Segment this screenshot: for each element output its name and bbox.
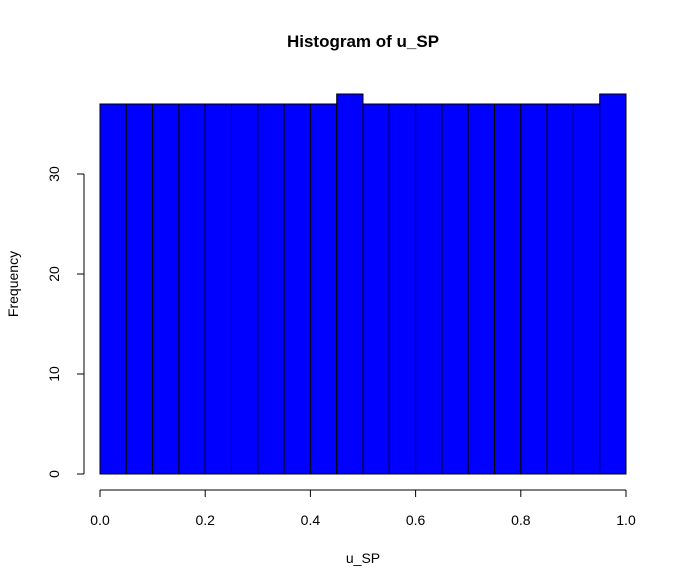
- histogram-bar: [494, 103, 522, 475]
- histogram-bar: [257, 103, 285, 475]
- y-axis-label: Frequency: [5, 251, 21, 317]
- y-tick-label: 0: [46, 470, 62, 478]
- histogram-bar: [152, 103, 180, 475]
- chart-title: Histogram of u_SP: [287, 32, 439, 51]
- y-axis: 0 10 20 30: [46, 166, 85, 478]
- x-tick-label: 0.8: [511, 512, 531, 528]
- histogram-bar: [336, 93, 364, 475]
- histogram-bar: [546, 103, 574, 475]
- y-tick-label: 10: [46, 366, 62, 382]
- histogram-bar: [283, 103, 311, 475]
- bars-group: [99, 93, 627, 475]
- x-axis: 0.0 0.2 0.4 0.6 0.8 1.0: [90, 489, 636, 528]
- x-tick-label: 0.6: [406, 512, 426, 528]
- histogram-bar: [441, 103, 469, 475]
- histogram-bar: [309, 103, 338, 475]
- histogram-bar: [362, 103, 390, 475]
- histogram-bar: [467, 103, 496, 475]
- histogram-bar: [572, 103, 601, 475]
- histogram-bar: [231, 103, 259, 475]
- histogram-bar: [125, 103, 154, 475]
- histogram-bar: [388, 103, 417, 475]
- x-axis-label: u_SP: [346, 550, 380, 566]
- histogram-bar: [204, 103, 232, 475]
- histogram-bar: [520, 103, 548, 475]
- histogram-bar: [99, 103, 127, 475]
- y-tick-label: 30: [46, 166, 62, 182]
- x-tick-label: 1.0: [616, 512, 636, 528]
- y-tick-label: 20: [46, 266, 62, 282]
- x-tick-label: 0.4: [301, 512, 321, 528]
- x-tick-label: 0.2: [195, 512, 215, 528]
- histogram-bar: [178, 103, 206, 475]
- histogram-bar: [599, 93, 627, 475]
- x-tick-label: 0.0: [90, 512, 110, 528]
- histogram-bar: [415, 103, 443, 475]
